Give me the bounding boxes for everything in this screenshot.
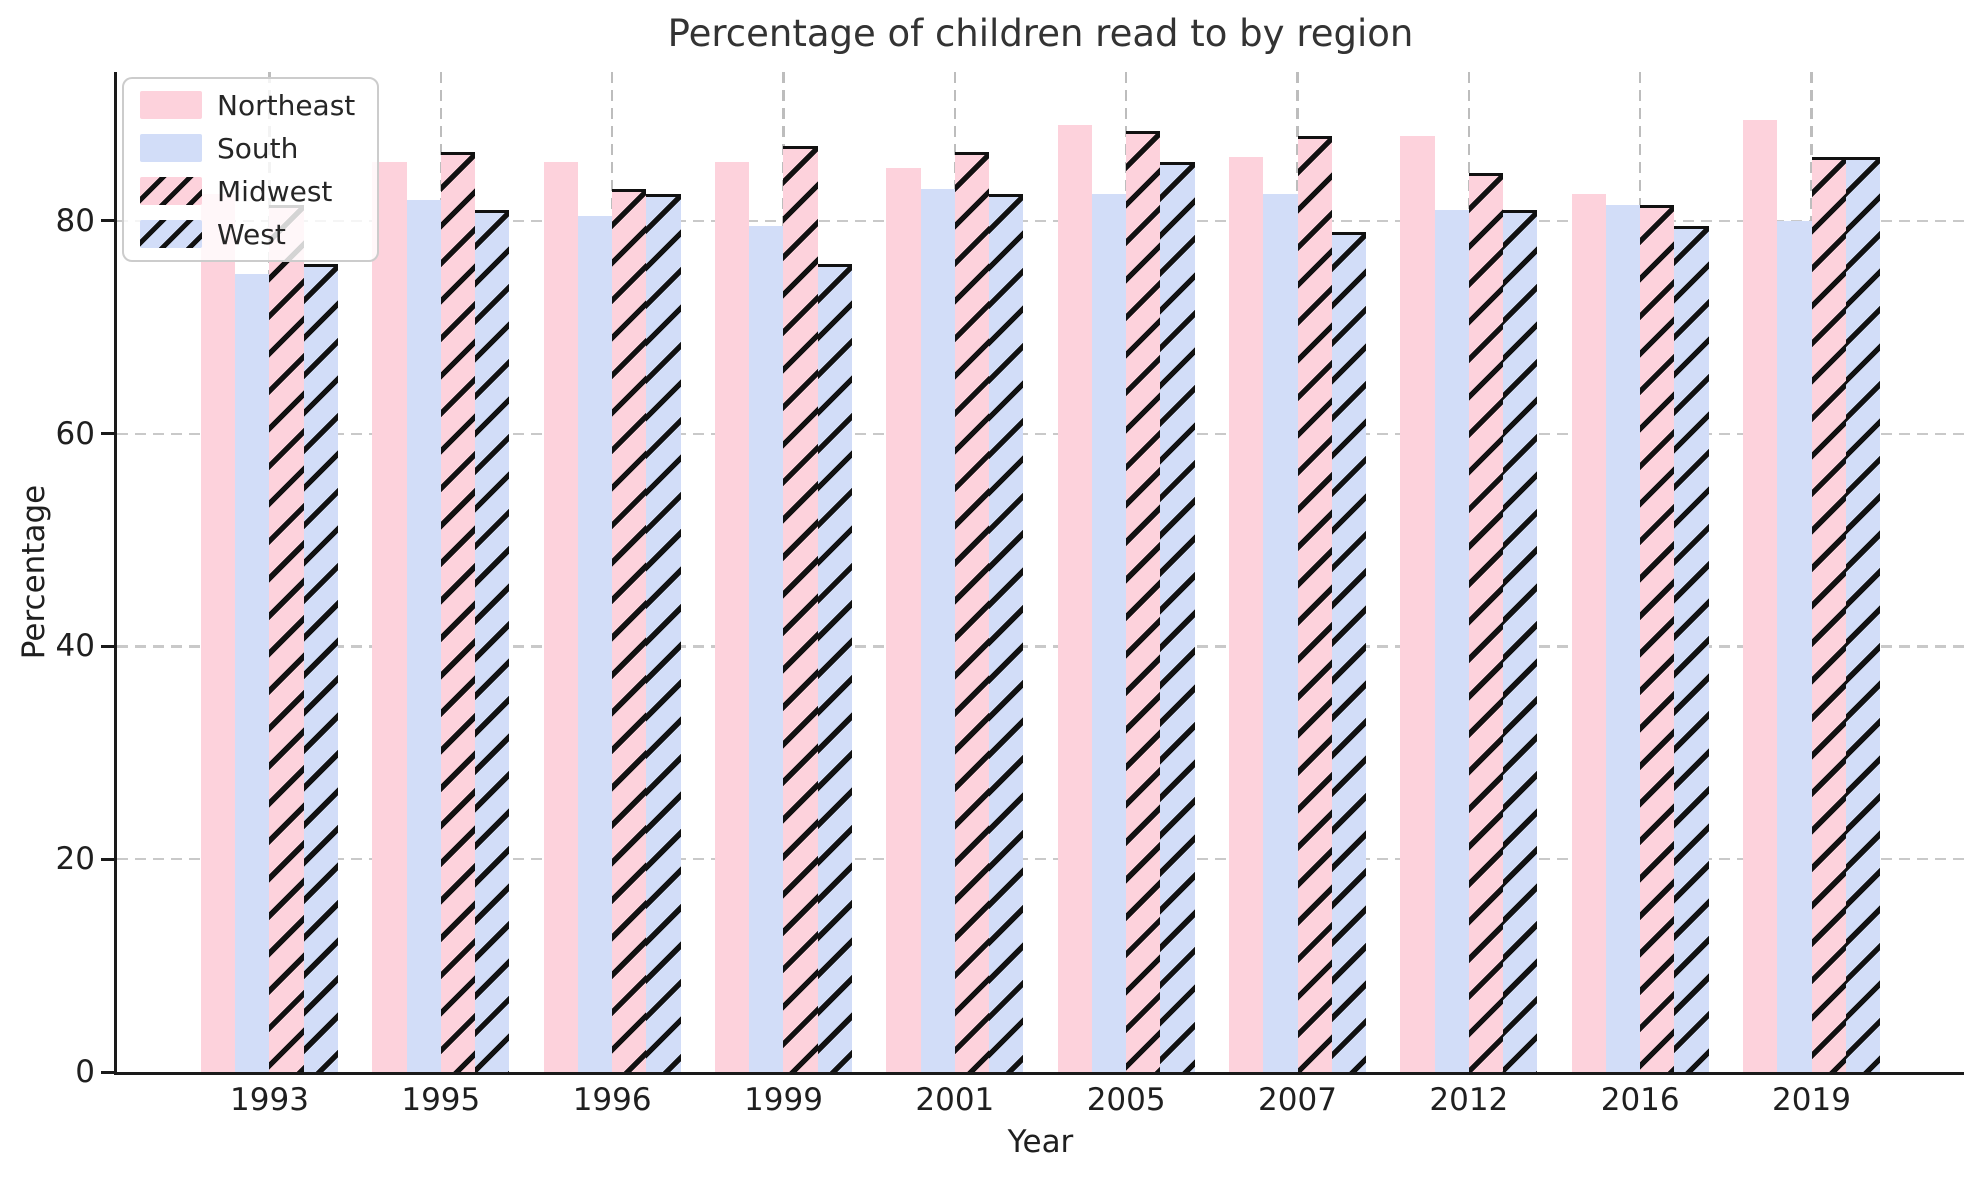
bar-northeast-2005 [1057, 125, 1092, 1072]
bar-south-1993 [235, 274, 270, 1072]
legend-swatch-south [140, 134, 202, 162]
bar-northeast-1996 [543, 162, 578, 1072]
legend-label: Midwest [217, 174, 333, 208]
bar-west-1999 [817, 263, 853, 1072]
bar-west-1995 [475, 210, 510, 1072]
bar-south-2016 [1605, 204, 1641, 1072]
legend-swatch-northeast [140, 91, 202, 119]
bar-south-1999 [749, 226, 784, 1072]
bar-northeast-1995 [372, 162, 407, 1072]
y-tick-label: 80 [55, 202, 95, 239]
bar-midwest-2001 [954, 151, 990, 1072]
bar-midwest-2016 [1640, 204, 1675, 1072]
x-tick-label: 2007 [1258, 1082, 1337, 1118]
plot-area [114, 72, 1964, 1075]
x-tick-label: 2016 [1600, 1082, 1680, 1118]
bar-midwest-1996 [612, 189, 647, 1072]
legend-label: Northeast [217, 88, 356, 122]
legend-item: West [140, 217, 355, 251]
bar-midwest-1995 [440, 151, 476, 1072]
bar-south-1996 [577, 215, 613, 1072]
legend: Northeast South Midwest West [122, 77, 380, 262]
bar-midwest-1993 [269, 204, 304, 1072]
x-tick-label: 1996 [572, 1082, 652, 1118]
bar-midwest-2007 [1297, 135, 1332, 1072]
legend-label: South [217, 131, 299, 165]
x-tick-label: 1999 [744, 1082, 823, 1118]
bar-west-2007 [1331, 231, 1367, 1072]
bar-south-2012 [1434, 210, 1469, 1072]
x-tick-label: 1993 [230, 1082, 309, 1118]
x-tick-label: 2005 [1086, 1082, 1166, 1118]
gridline-horizontal [117, 219, 1964, 223]
bar-northeast-1999 [714, 162, 750, 1072]
y-tick-label: 40 [55, 628, 95, 665]
x-tick-label: 2019 [1772, 1082, 1851, 1118]
bar-midwest-2012 [1468, 173, 1504, 1072]
bar-midwest-2005 [1126, 130, 1161, 1072]
y-tick-mark [101, 219, 114, 223]
bar-northeast-1993 [200, 194, 236, 1072]
y-tick-mark [101, 644, 114, 648]
bar-northeast-2019 [1742, 119, 1778, 1072]
bar-midwest-2019 [1811, 157, 1846, 1072]
x-axis-spine [114, 1072, 1964, 1075]
gridline-horizontal [117, 645, 1964, 648]
bar-northeast-2001 [886, 167, 921, 1072]
bar-west-2016 [1674, 226, 1709, 1072]
bar-south-2001 [920, 189, 955, 1072]
bar-south-2019 [1777, 220, 1812, 1072]
legend-item: Midwest [140, 174, 355, 208]
legend-label: West [217, 217, 286, 251]
bar-west-2019 [1845, 157, 1881, 1072]
x-tick-label: 2012 [1429, 1082, 1509, 1118]
legend-item: South [140, 131, 355, 165]
bar-west-1996 [646, 194, 681, 1072]
y-tick-mark [101, 1070, 114, 1074]
gridline-horizontal [117, 432, 1964, 435]
x-tick-label: 2001 [915, 1082, 995, 1118]
bar-west-2005 [1160, 162, 1195, 1072]
legend-swatch-midwest [140, 177, 202, 205]
y-tick-mark [101, 432, 114, 436]
y-tick-label: 0 [75, 1054, 95, 1090]
legend-item: Northeast [140, 88, 356, 122]
bar-west-1993 [303, 263, 339, 1072]
legend-swatch-west [140, 220, 202, 248]
bar-south-2007 [1263, 194, 1298, 1072]
bar-northeast-2012 [1400, 135, 1435, 1072]
bar-west-2012 [1503, 210, 1538, 1072]
y-tick-mark [101, 857, 114, 861]
bar-northeast-2016 [1571, 194, 1606, 1072]
chart-title: Percentage of children read to by region [667, 12, 1414, 55]
x-tick-label: 1995 [401, 1082, 481, 1118]
gridline-horizontal [117, 858, 1964, 861]
bar-midwest-1999 [783, 146, 818, 1072]
bar-northeast-2007 [1228, 157, 1264, 1072]
bar-south-2005 [1091, 194, 1127, 1072]
x-axis-label: Year [1007, 1124, 1074, 1160]
bar-south-1995 [406, 199, 441, 1072]
y-tick-label: 20 [55, 841, 95, 878]
y-tick-label: 60 [55, 415, 95, 452]
bar-west-2001 [989, 194, 1024, 1072]
y-axis-spine [114, 72, 117, 1075]
